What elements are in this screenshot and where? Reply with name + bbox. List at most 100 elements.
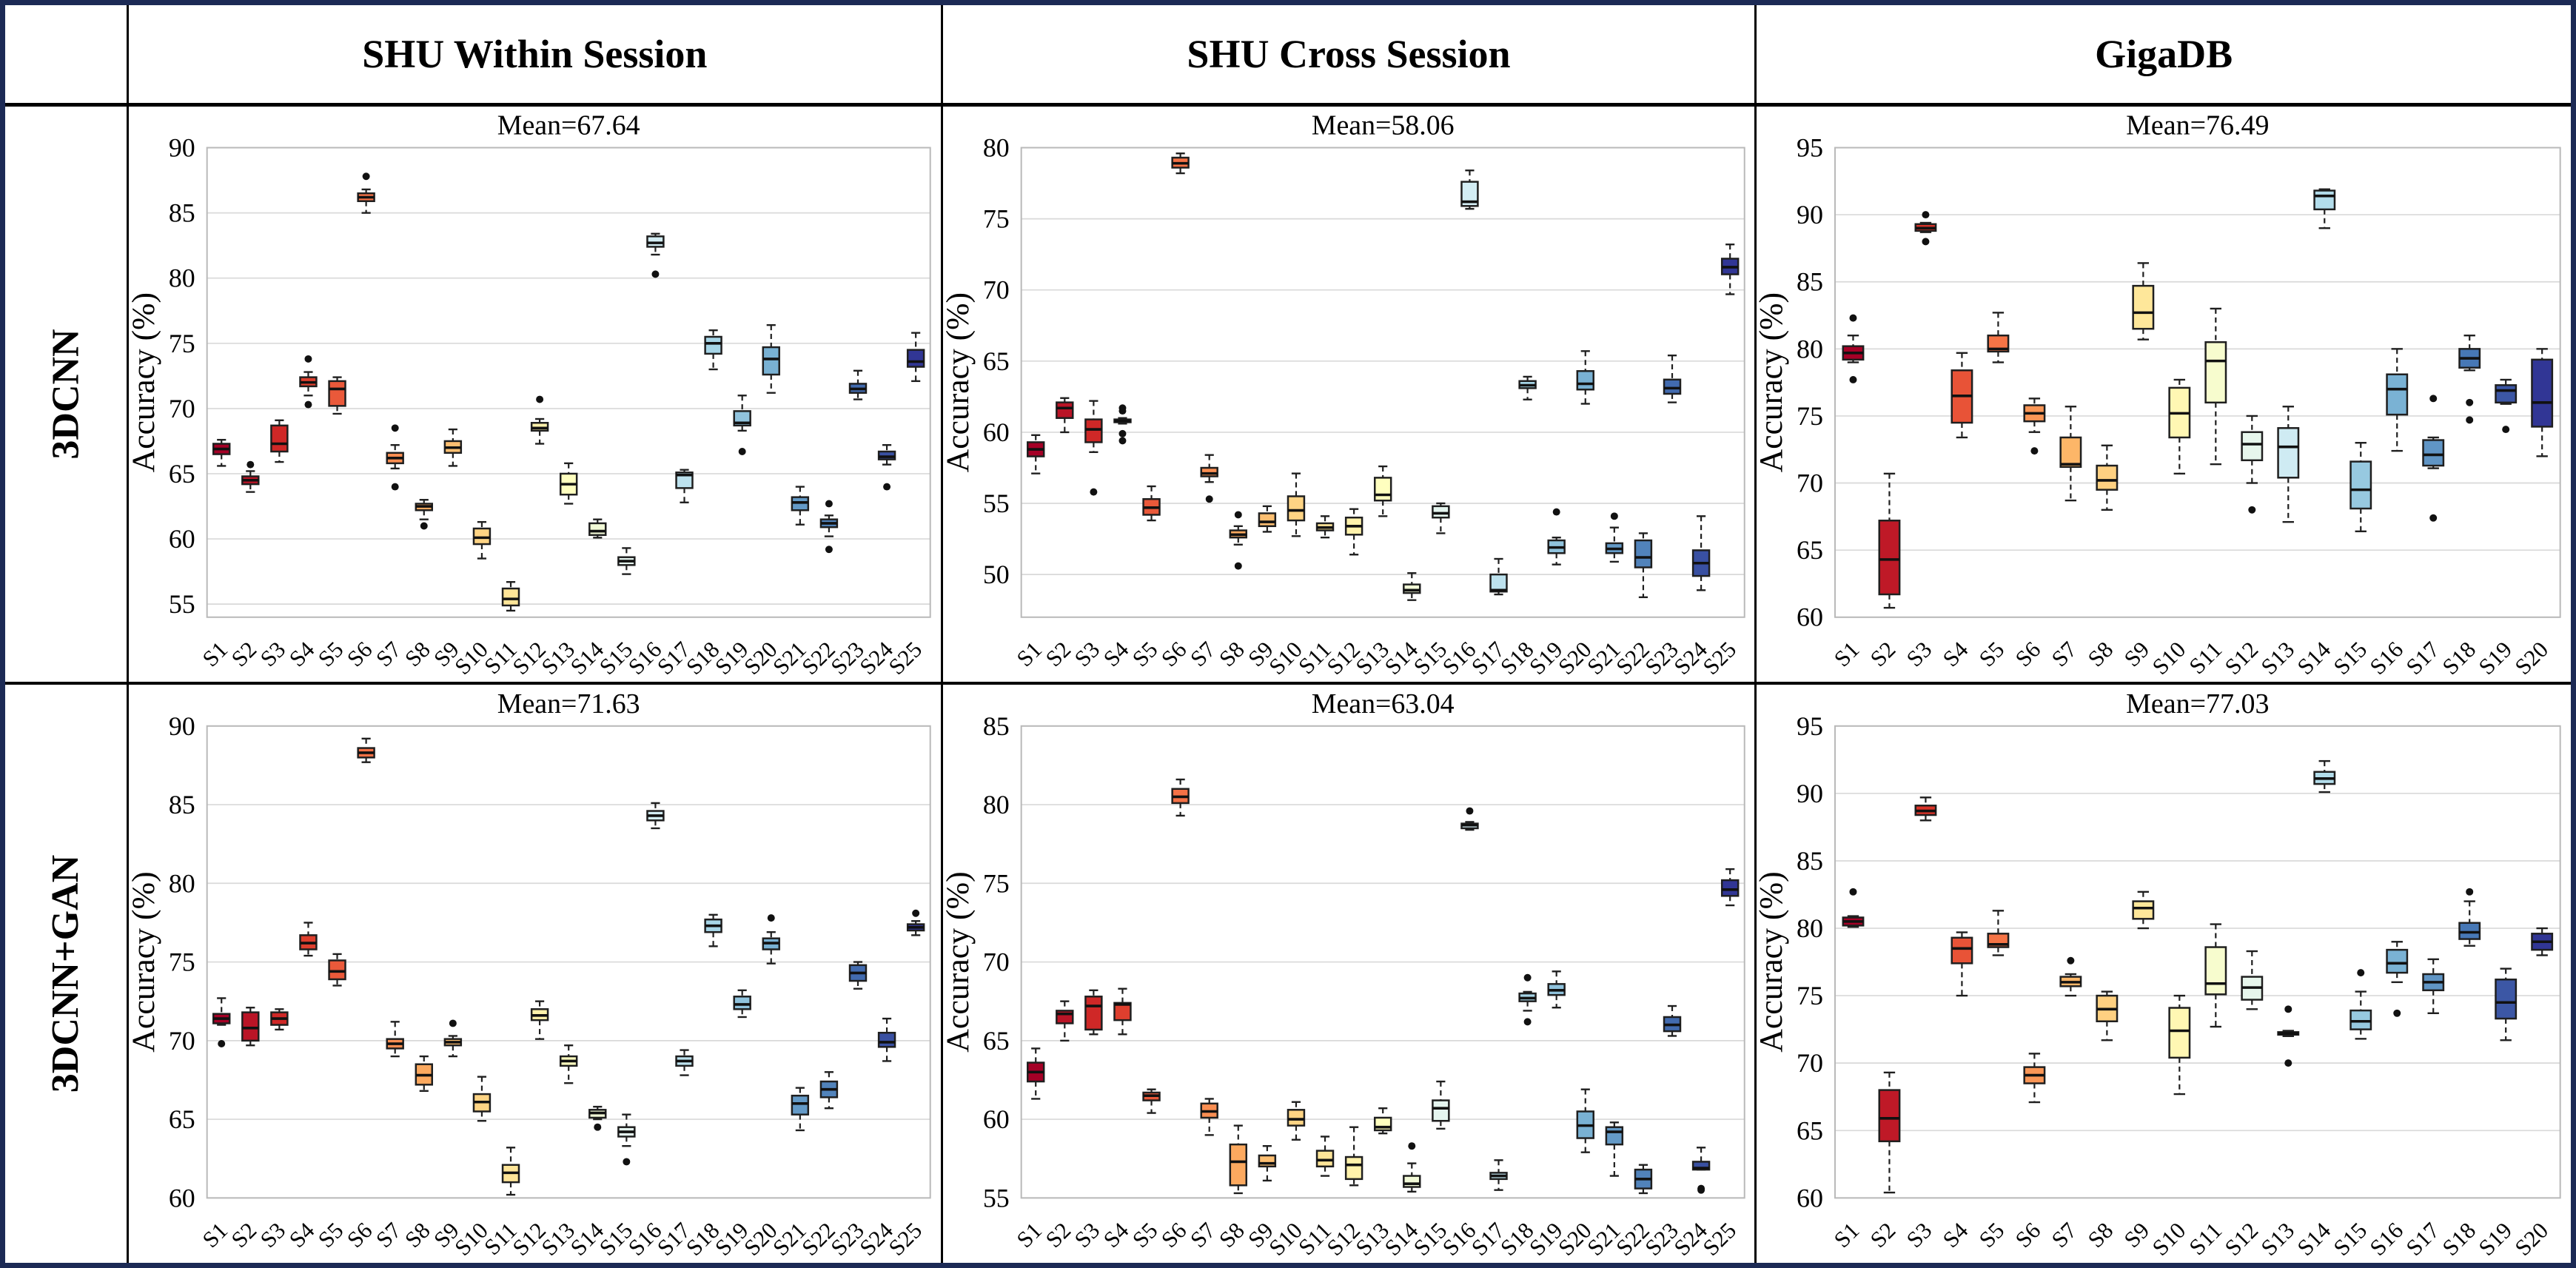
stub-header-cell <box>5 5 129 107</box>
svg-text:75: 75 <box>1797 401 1823 431</box>
svg-text:65: 65 <box>1797 1116 1823 1145</box>
svg-text:S11: S11 <box>2184 1217 2227 1260</box>
svg-text:S19: S19 <box>2474 637 2517 680</box>
plot-cell-3dcnn-gigadb: 60 65 70 75 80 85 90 95 Mean=76.49 Accuracy (%) S1… <box>1757 107 2571 685</box>
svg-text:70: 70 <box>983 947 1010 977</box>
results-table: SHU Within Session SHU Cross Session Gig… <box>5 5 2571 1263</box>
column-header-label: SHU Cross Session <box>1187 32 1511 76</box>
svg-text:S14: S14 <box>2292 1217 2336 1261</box>
svg-text:95: 95 <box>1797 133 1823 163</box>
svg-text:Mean=63.04: Mean=63.04 <box>1311 688 1454 719</box>
plot-cell-3dcnn-gan-gigadb: 60 65 70 75 80 85 90 95 Mean=77.03 Accuracy (%) S1… <box>1757 685 2571 1263</box>
svg-text:S3: S3 <box>1902 637 1936 671</box>
svg-text:Mean=67.64: Mean=67.64 <box>497 110 640 141</box>
svg-text:80: 80 <box>983 133 1010 163</box>
svg-text:Accuracy (%): Accuracy (%) <box>129 292 161 472</box>
svg-text:60: 60 <box>169 524 195 554</box>
row-header-label: 3DCNN <box>44 329 87 460</box>
svg-text:S2: S2 <box>1865 637 1900 671</box>
svg-text:Accuracy (%): Accuracy (%) <box>943 292 976 472</box>
svg-text:S8: S8 <box>2083 637 2118 671</box>
svg-text:80: 80 <box>169 264 195 293</box>
svg-text:70: 70 <box>169 394 195 423</box>
svg-text:S6: S6 <box>2010 1217 2046 1252</box>
svg-text:55: 55 <box>169 589 195 619</box>
svg-text:S2: S2 <box>1865 1217 1901 1252</box>
svg-text:55: 55 <box>983 489 1010 518</box>
svg-text:75: 75 <box>983 868 1010 898</box>
svg-text:S16: S16 <box>2365 1217 2409 1261</box>
svg-text:80: 80 <box>1797 913 1823 943</box>
svg-text:S12: S12 <box>2220 1217 2264 1261</box>
svg-text:S19: S19 <box>2474 1217 2518 1261</box>
svg-text:85: 85 <box>983 711 1010 741</box>
svg-text:85: 85 <box>169 198 195 228</box>
svg-text:S7: S7 <box>2047 1217 2082 1252</box>
svg-text:S9: S9 <box>2119 637 2154 671</box>
svg-text:90: 90 <box>169 133 195 163</box>
svg-text:Accuracy (%): Accuracy (%) <box>1757 871 1789 1052</box>
svg-text:Mean=71.63: Mean=71.63 <box>497 688 640 719</box>
svg-text:Mean=77.03: Mean=77.03 <box>2126 688 2269 719</box>
row-header-3dcnn: 3DCNN <box>5 107 129 685</box>
svg-text:S5: S5 <box>1974 1217 2010 1252</box>
svg-text:75: 75 <box>169 947 195 977</box>
svg-text:S20: S20 <box>2510 637 2553 680</box>
svg-text:75: 75 <box>169 329 195 358</box>
row-header-label: 3DCNN+GAN <box>44 854 87 1093</box>
column-header-label: GigaDB <box>2095 32 2233 76</box>
svg-text:S12: S12 <box>2220 637 2263 680</box>
column-header-label: SHU Within Session <box>362 32 708 76</box>
svg-text:65: 65 <box>169 1104 195 1134</box>
svg-text:S18: S18 <box>2438 637 2481 680</box>
svg-text:S5: S5 <box>1974 637 2009 671</box>
svg-text:Accuracy (%): Accuracy (%) <box>943 871 976 1052</box>
svg-text:S25: S25 <box>1697 1217 1741 1261</box>
svg-text:65: 65 <box>983 346 1010 376</box>
svg-text:75: 75 <box>983 204 1010 234</box>
svg-text:S7: S7 <box>2047 637 2082 671</box>
svg-text:Mean=58.06: Mean=58.06 <box>1311 110 1454 141</box>
svg-text:Accuracy (%): Accuracy (%) <box>129 871 161 1052</box>
svg-text:90: 90 <box>169 711 195 741</box>
column-header-shu-cross-session: SHU Cross Session <box>942 5 1757 107</box>
plot-cell-3dcnn-gan-shu-cross: 55 60 65 70 75 80 85 Mean=63.04 Accuracy (%) S1 S2… <box>942 685 1757 1263</box>
svg-text:60: 60 <box>1797 603 1823 632</box>
svg-text:80: 80 <box>1797 334 1823 363</box>
svg-text:S8: S8 <box>2083 1217 2119 1252</box>
svg-text:S14: S14 <box>2292 637 2335 680</box>
row-header-3dcnn-gan: 3DCNN+GAN <box>5 685 129 1263</box>
svg-text:S1: S1 <box>1829 637 1864 671</box>
svg-text:80: 80 <box>983 790 1010 819</box>
svg-text:S10: S10 <box>2147 637 2190 680</box>
svg-text:S25: S25 <box>1698 637 1741 680</box>
svg-text:S11: S11 <box>2184 637 2227 679</box>
boxplot-3dcnn-gigadb: 60 65 70 75 80 85 90 95 Mean=76.49 Accuracy (%) S1… <box>1757 110 2561 680</box>
svg-text:S3: S3 <box>1902 1217 1937 1252</box>
svg-text:85: 85 <box>1797 267 1823 297</box>
svg-text:70: 70 <box>169 1026 195 1056</box>
svg-text:65: 65 <box>1797 535 1823 565</box>
svg-text:Accuracy (%): Accuracy (%) <box>1757 292 1789 472</box>
svg-text:60: 60 <box>983 1104 1010 1134</box>
svg-text:65: 65 <box>169 459 195 489</box>
svg-text:S13: S13 <box>2256 1217 2300 1261</box>
column-header-shu-within-session: SHU Within Session <box>129 5 943 107</box>
svg-text:S15: S15 <box>2329 1217 2372 1261</box>
svg-text:90: 90 <box>1797 200 1823 229</box>
svg-text:65: 65 <box>983 1026 1010 1056</box>
svg-text:60: 60 <box>1797 1183 1823 1212</box>
svg-text:60: 60 <box>169 1183 195 1212</box>
svg-text:S15: S15 <box>2329 637 2372 680</box>
boxplot-3dcnn-gan-gigadb: 60 65 70 75 80 85 90 95 Mean=77.03 Accuracy (%) S1… <box>1757 688 2561 1261</box>
svg-text:80: 80 <box>169 868 195 898</box>
svg-text:50: 50 <box>983 560 1010 589</box>
svg-text:95: 95 <box>1797 711 1823 741</box>
plot-cell-3dcnn-shu-cross: 50 55 60 65 70 75 80 Mean=58.06 Accuracy (%) S1 S2… <box>942 107 1757 685</box>
svg-text:55: 55 <box>983 1183 1010 1212</box>
svg-text:S18: S18 <box>2438 1217 2481 1261</box>
svg-text:90: 90 <box>1797 779 1823 808</box>
svg-text:S17: S17 <box>2401 637 2444 680</box>
